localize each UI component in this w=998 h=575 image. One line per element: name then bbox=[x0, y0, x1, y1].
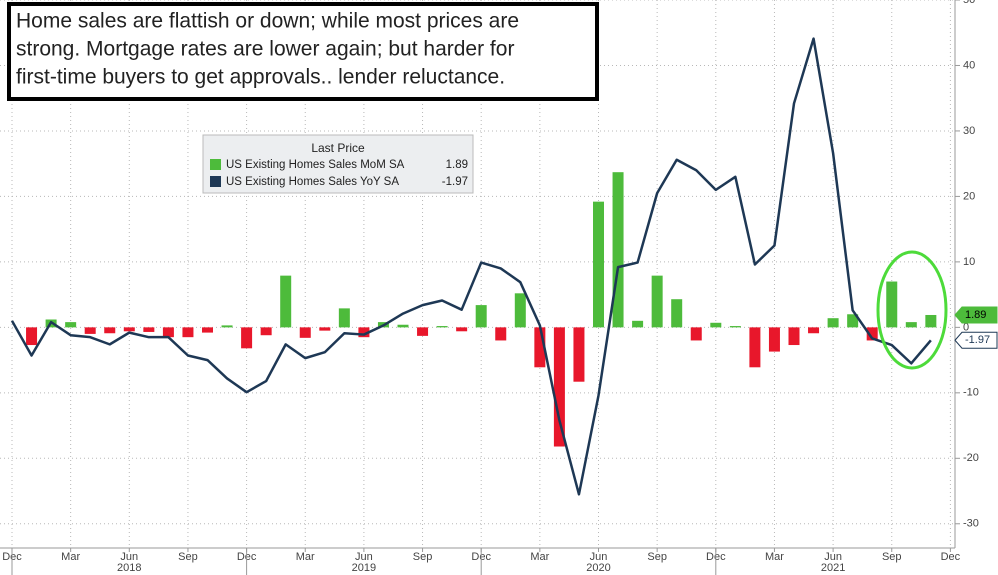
bar bbox=[319, 327, 331, 331]
x-tick-label: Sep bbox=[178, 551, 198, 563]
value-tag bbox=[954, 306, 998, 324]
value-tag-label: 1.89 bbox=[965, 309, 986, 321]
annotation-line: Home sales are flattish or down; while m… bbox=[16, 10, 519, 33]
bar bbox=[866, 327, 878, 341]
legend-label: US Existing Homes Sales YoY SA bbox=[226, 176, 399, 188]
grid bbox=[0, 0, 955, 548]
bar bbox=[573, 327, 585, 382]
x-tick-label: Mar bbox=[765, 551, 784, 563]
year-label: 2021 bbox=[821, 562, 845, 574]
bar bbox=[241, 327, 253, 349]
x-tick-label: Sep bbox=[882, 551, 902, 563]
bar bbox=[514, 293, 526, 328]
bar bbox=[495, 327, 507, 341]
bar bbox=[202, 327, 213, 333]
bar bbox=[456, 327, 468, 332]
bar bbox=[104, 327, 116, 334]
legend-swatch bbox=[210, 159, 221, 170]
x-tick-label: Mar bbox=[61, 551, 80, 563]
bar bbox=[143, 327, 155, 332]
bar bbox=[808, 327, 820, 334]
line bbox=[10, 37, 932, 496]
legend-swatch bbox=[210, 176, 221, 187]
y-tick-label: 40 bbox=[963, 59, 975, 71]
value-tag-label: -1.97 bbox=[965, 334, 990, 346]
bar bbox=[553, 327, 565, 447]
bar bbox=[221, 325, 233, 328]
marks bbox=[10, 37, 937, 496]
y-tick-label: 20 bbox=[963, 190, 975, 202]
x-tick-label: Sep bbox=[413, 551, 433, 563]
bar bbox=[710, 322, 722, 328]
bar bbox=[749, 327, 761, 368]
x-tick-label: Mar bbox=[530, 551, 549, 563]
legend-box bbox=[202, 134, 474, 194]
bar bbox=[162, 327, 174, 338]
bar bbox=[690, 327, 702, 341]
x-tick-label: Jun bbox=[355, 551, 373, 563]
bar bbox=[671, 299, 683, 328]
bar bbox=[729, 326, 741, 328]
y-tick-label: 50 bbox=[963, 0, 975, 6]
x-tick-label: Jun bbox=[120, 551, 138, 563]
highlight-ellipse bbox=[876, 250, 948, 370]
x-tick-label: Jun bbox=[590, 551, 608, 563]
bar bbox=[260, 327, 272, 336]
legend-title: Last Price bbox=[311, 141, 365, 155]
bar bbox=[905, 322, 917, 328]
annotation-line: first-time buyers to get approvals.. len… bbox=[16, 66, 505, 89]
year-label: 2019 bbox=[352, 562, 376, 574]
value-tag bbox=[954, 331, 998, 349]
bar bbox=[886, 281, 898, 328]
x-tick-label: Sep bbox=[647, 551, 667, 563]
bar bbox=[612, 172, 624, 328]
bar bbox=[299, 327, 311, 338]
x-tick-label: Jun bbox=[824, 551, 842, 563]
bar bbox=[847, 314, 859, 328]
bar bbox=[280, 275, 292, 328]
x-tick-label: Dec bbox=[941, 551, 961, 563]
bar bbox=[593, 201, 604, 328]
annotation-line: strong. Mortgage rates are lower again; … bbox=[16, 38, 514, 61]
bar bbox=[338, 308, 350, 328]
x-tick-label: Mar bbox=[296, 551, 315, 563]
bar bbox=[827, 318, 839, 328]
y-tick-label: -30 bbox=[963, 518, 979, 530]
annotation: Home sales are flattish or down; while m… bbox=[7, 2, 599, 101]
legend-value: -1.97 bbox=[442, 176, 468, 188]
bar bbox=[123, 327, 135, 332]
bar bbox=[632, 320, 644, 328]
annotation-box bbox=[7, 2, 599, 101]
legend-value: 1.89 bbox=[446, 159, 468, 171]
year-label: 2018 bbox=[117, 562, 141, 574]
legend-label: US Existing Homes Sales MoM SA bbox=[226, 159, 405, 171]
y-tick-label: 30 bbox=[963, 125, 975, 137]
legend: Last Price US Existing Homes Sales MoM S… bbox=[202, 134, 474, 194]
y-tick-label: 0 bbox=[963, 321, 969, 333]
bar bbox=[651, 275, 663, 328]
bar bbox=[534, 327, 546, 368]
bar bbox=[436, 326, 448, 328]
y-tick-label: 10 bbox=[963, 256, 975, 268]
bar bbox=[65, 322, 77, 328]
bar bbox=[358, 327, 370, 338]
bar bbox=[925, 314, 937, 328]
bar bbox=[417, 327, 429, 336]
bar bbox=[788, 327, 800, 346]
y-tick-label: -20 bbox=[963, 452, 979, 464]
bar bbox=[84, 327, 96, 334]
bar bbox=[768, 327, 780, 352]
bar bbox=[397, 324, 409, 328]
y-tick-label: -10 bbox=[963, 387, 979, 399]
bar bbox=[475, 305, 487, 328]
bar bbox=[182, 327, 194, 338]
year-label: 2020 bbox=[586, 562, 610, 574]
bar bbox=[26, 327, 38, 346]
